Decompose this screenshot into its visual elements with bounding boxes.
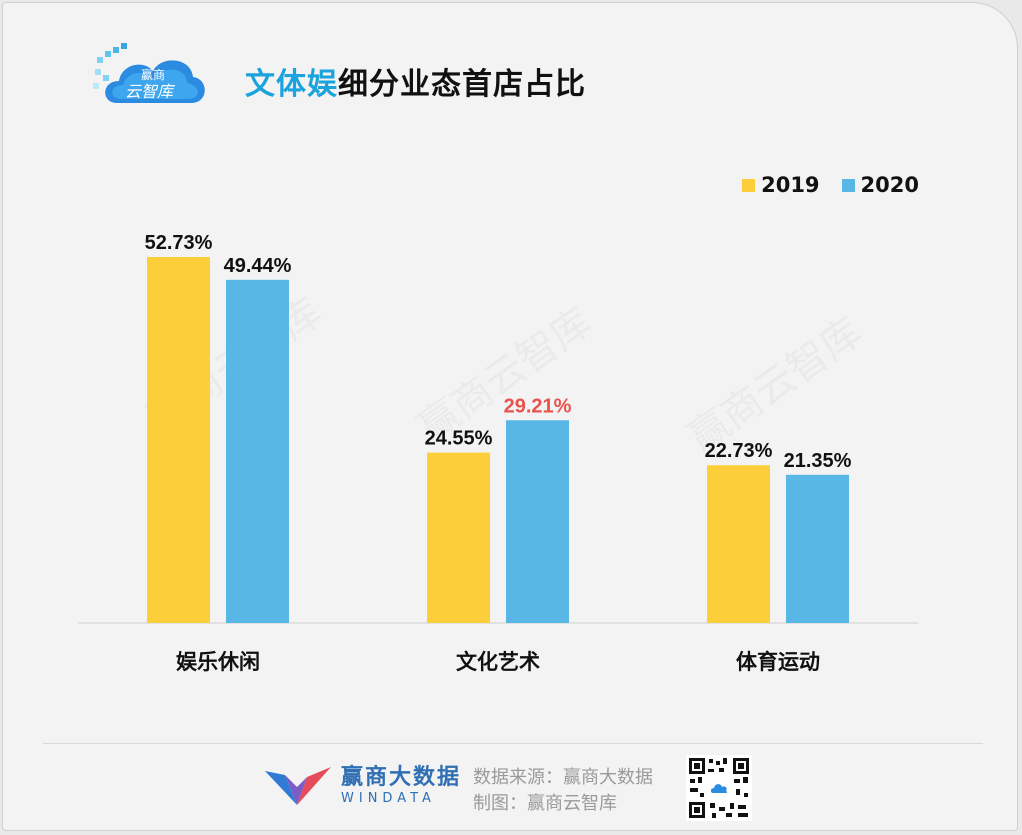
- data-label-2020-0: 49.44%: [224, 255, 292, 277]
- source-note: 数据来源：赢商大数据 制图：赢商云智库: [473, 765, 653, 817]
- legend-label-2019: 2019: [761, 173, 820, 197]
- bar-2019-2: [707, 465, 770, 623]
- bar-2020-0: [226, 279, 289, 623]
- legend-item-2019: 2019: [742, 173, 820, 197]
- brand-name: 赢商大数据: [341, 765, 462, 790]
- data-label-2019-1: 24.55%: [425, 428, 493, 450]
- legend-item-2020: 2020: [841, 173, 919, 197]
- source-line: 数据来源：赢商大数据: [473, 767, 653, 788]
- logo-icon: 赢商 云智库: [93, 43, 205, 103]
- windata-logo-icon: [265, 767, 331, 805]
- category-label-1: 文化艺术: [456, 650, 540, 674]
- logo-text-top: 赢商: [141, 67, 165, 82]
- bar-2019-0: [147, 257, 210, 623]
- qr-code-icon: [686, 755, 752, 821]
- bar-2020-1: [506, 420, 569, 623]
- bar-2019-1: [427, 452, 490, 623]
- page-title: 文体娱细分业态首店占比: [245, 59, 586, 103]
- legend-swatch-2019: [742, 178, 756, 192]
- legend: 2019 2020: [742, 173, 919, 197]
- brand-name-en: WINDATA: [341, 791, 436, 806]
- logo-text-bottom: 云智库: [125, 82, 176, 101]
- bar-chart: 52.73% 49.44% 娱乐休闲 24.55% 29.21% 文化艺术 22.73% 21…: [78, 232, 918, 674]
- title-rest: 细分业态首店占比: [338, 67, 586, 102]
- data-label-2019-0: 52.73%: [145, 232, 213, 254]
- legend-label-2020: 2020: [860, 173, 919, 197]
- data-label-2020-2: 21.35%: [784, 450, 852, 472]
- category-label-2: 体育运动: [736, 650, 820, 674]
- data-label-2020-1: 29.21%: [504, 395, 572, 417]
- footer-divider: [43, 743, 983, 744]
- legend-swatch-2020: [841, 178, 855, 192]
- title-highlight: 文体娱: [245, 67, 338, 102]
- made-by-line: 制图：赢商云智库: [473, 793, 617, 814]
- data-label-2019-2: 22.73%: [705, 440, 773, 462]
- bar-2020-2: [786, 474, 849, 623]
- category-label-0: 娱乐休闲: [176, 650, 260, 674]
- brand: 赢商大数据 WINDATA: [263, 765, 461, 809]
